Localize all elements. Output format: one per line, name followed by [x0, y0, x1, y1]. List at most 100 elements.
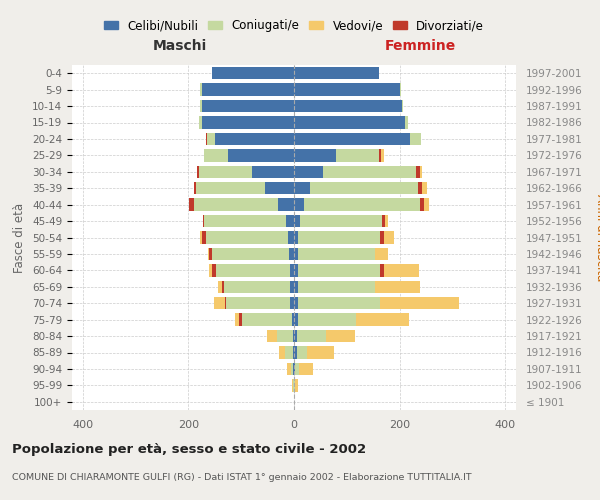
Bar: [252, 166, 294, 178]
Bar: [228, 149, 294, 162]
Bar: [225, 297, 226, 310]
Bar: [200, 232, 202, 243]
Bar: [382, 215, 385, 227]
Bar: [293, 346, 294, 358]
Bar: [380, 232, 385, 243]
Bar: [291, 363, 293, 375]
Bar: [222, 280, 224, 293]
Bar: [286, 215, 294, 227]
Bar: [323, 166, 416, 178]
Bar: [266, 330, 277, 342]
Bar: [294, 84, 400, 96]
Bar: [294, 280, 298, 293]
Bar: [416, 166, 420, 178]
Bar: [235, 314, 239, 326]
Bar: [290, 280, 294, 293]
Text: COMUNE DI CHIARAMONTE GULFI (RG) - Dati ISTAT 1° gennaio 2002 - Elaborazione TUT: COMUNE DI CHIARAMONTE GULFI (RG) - Dati …: [12, 473, 472, 482]
Bar: [420, 198, 424, 211]
Bar: [194, 182, 196, 194]
Bar: [380, 297, 460, 310]
Bar: [206, 133, 207, 145]
Bar: [277, 330, 293, 342]
Bar: [298, 297, 380, 310]
Y-axis label: Fasce di età: Fasce di età: [13, 202, 26, 272]
Bar: [298, 264, 380, 276]
Bar: [202, 100, 294, 112]
Bar: [301, 215, 382, 227]
Legend: Celibi/Nubili, Coniugati/e, Vedovi/e, Divorziati/e: Celibi/Nubili, Coniugati/e, Vedovi/e, Di…: [104, 19, 484, 32]
Bar: [379, 149, 381, 162]
Bar: [224, 280, 290, 293]
Bar: [294, 133, 410, 145]
Bar: [299, 363, 313, 375]
Bar: [385, 232, 394, 243]
Bar: [200, 100, 202, 112]
Bar: [294, 314, 298, 326]
Bar: [294, 116, 405, 128]
Bar: [298, 280, 375, 293]
Bar: [294, 166, 323, 178]
Bar: [212, 67, 294, 80]
Bar: [298, 232, 380, 243]
Bar: [209, 264, 212, 276]
Bar: [215, 133, 294, 145]
Bar: [196, 182, 265, 194]
Bar: [295, 363, 299, 375]
Bar: [375, 280, 420, 293]
Text: Femmine: Femmine: [385, 38, 455, 52]
Bar: [293, 379, 294, 392]
Bar: [209, 248, 212, 260]
Bar: [287, 363, 291, 375]
Bar: [294, 100, 403, 112]
Bar: [298, 248, 375, 260]
Bar: [380, 264, 385, 276]
Bar: [194, 198, 278, 211]
Bar: [212, 264, 216, 276]
Bar: [239, 314, 242, 326]
Bar: [375, 248, 388, 260]
Bar: [294, 198, 304, 211]
Bar: [199, 166, 252, 178]
Bar: [197, 166, 199, 178]
Bar: [200, 84, 202, 96]
Bar: [218, 280, 222, 293]
Bar: [294, 379, 295, 392]
Bar: [296, 346, 307, 358]
Bar: [203, 215, 204, 227]
Bar: [294, 346, 296, 358]
Bar: [381, 149, 384, 162]
Bar: [289, 248, 294, 260]
Bar: [294, 67, 379, 80]
Bar: [295, 379, 298, 392]
Bar: [405, 116, 407, 128]
Bar: [278, 346, 285, 358]
Bar: [290, 264, 294, 276]
Bar: [208, 248, 209, 260]
Bar: [294, 330, 296, 342]
Bar: [293, 330, 294, 342]
Bar: [294, 215, 301, 227]
Bar: [326, 330, 355, 342]
Bar: [204, 149, 228, 162]
Bar: [296, 330, 326, 342]
Text: Maschi: Maschi: [153, 38, 207, 52]
Bar: [400, 84, 401, 96]
Bar: [242, 314, 292, 326]
Bar: [202, 84, 294, 96]
Bar: [199, 116, 202, 128]
Bar: [294, 149, 336, 162]
Bar: [292, 379, 293, 392]
Bar: [290, 297, 294, 310]
Bar: [206, 232, 287, 243]
Bar: [422, 182, 427, 194]
Bar: [294, 363, 295, 375]
Bar: [285, 346, 293, 358]
Bar: [420, 166, 422, 178]
Bar: [204, 215, 286, 227]
Bar: [294, 232, 298, 243]
Bar: [294, 297, 298, 310]
Bar: [294, 264, 298, 276]
Bar: [418, 182, 422, 194]
Bar: [202, 232, 206, 243]
Bar: [278, 198, 294, 211]
